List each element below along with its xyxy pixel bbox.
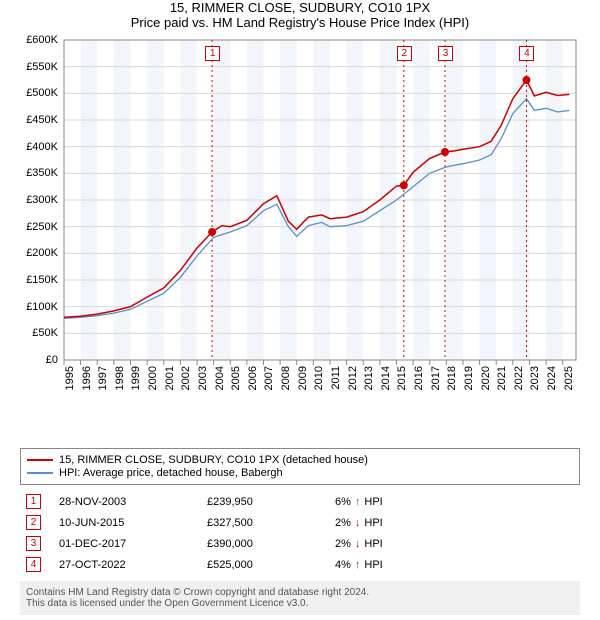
transaction-row: 3 01-DEC-2017 £390,000 2%↓HPI xyxy=(20,533,580,554)
x-axis-label: 2019 xyxy=(463,366,475,406)
legend-swatch xyxy=(27,459,53,461)
transaction-marker: 4 xyxy=(519,46,534,61)
x-axis-label: 2024 xyxy=(546,366,558,406)
y-axis-label: £300K xyxy=(10,194,58,206)
x-axis-label: 2017 xyxy=(430,366,442,406)
x-axis-label: 2009 xyxy=(297,366,309,406)
transaction-date: 10-JUN-2015 xyxy=(59,517,189,529)
arrow-up-icon: ↑ xyxy=(355,496,361,508)
transaction-diff: 4%↑HPI xyxy=(335,559,465,571)
transaction-date: 27-OCT-2022 xyxy=(59,559,189,571)
y-axis-label: £150K xyxy=(10,274,58,286)
chart-svg xyxy=(20,36,580,406)
y-axis-label: £550K xyxy=(10,61,58,73)
legend-swatch xyxy=(27,472,53,474)
chart-area: £0£50K£100K£150K£200K£250K£300K£350K£400… xyxy=(20,36,580,406)
transaction-price: £390,000 xyxy=(207,538,317,550)
transaction-diff: 2%↓HPI xyxy=(335,538,465,550)
arrow-down-icon: ↓ xyxy=(355,538,361,550)
x-axis-label: 2005 xyxy=(230,366,242,406)
x-axis-label: 2012 xyxy=(347,366,359,406)
x-axis-label: 2000 xyxy=(147,366,159,406)
y-axis-label: £200K xyxy=(10,247,58,259)
x-axis-label: 2016 xyxy=(413,366,425,406)
transaction-diff: 6%↑HPI xyxy=(335,496,465,508)
transaction-row: 2 10-JUN-2015 £327,500 2%↓HPI xyxy=(20,512,580,533)
x-axis-label: 1998 xyxy=(114,366,126,406)
x-axis-label: 2023 xyxy=(529,366,541,406)
legend-label: HPI: Average price, detached house, Babe… xyxy=(59,467,283,479)
x-axis-label: 2020 xyxy=(480,366,492,406)
x-axis-label: 1995 xyxy=(64,366,76,406)
footer-line: This data is licensed under the Open Gov… xyxy=(26,598,574,609)
legend: 15, RIMMER CLOSE, SUDBURY, CO10 1PX (det… xyxy=(20,448,580,485)
x-axis-label: 2002 xyxy=(180,366,192,406)
x-axis-label: 2022 xyxy=(513,366,525,406)
legend-item: 15, RIMMER CLOSE, SUDBURY, CO10 1PX (det… xyxy=(27,454,573,466)
y-axis-label: £600K xyxy=(10,34,58,46)
transaction-row: 1 28-NOV-2003 £239,950 6%↑HPI xyxy=(20,491,580,512)
x-axis-label: 2003 xyxy=(197,366,209,406)
x-axis-label: 2025 xyxy=(563,366,575,406)
y-axis-label: £0 xyxy=(10,354,58,366)
y-axis-label: £400K xyxy=(10,141,58,153)
legend-item: HPI: Average price, detached house, Babe… xyxy=(27,467,573,479)
x-axis-label: 2006 xyxy=(247,366,259,406)
transactions-table: 1 28-NOV-2003 £239,950 6%↑HPI 2 10-JUN-2015 £3… xyxy=(20,491,580,575)
x-axis-label: 1999 xyxy=(130,366,142,406)
y-axis-label: £500K xyxy=(10,87,58,99)
arrow-up-icon: ↑ xyxy=(355,559,361,571)
x-axis-label: 2018 xyxy=(446,366,458,406)
transaction-date: 01-DEC-2017 xyxy=(59,538,189,550)
transaction-diff: 2%↓HPI xyxy=(335,517,465,529)
footer-line: Contains HM Land Registry data © Crown c… xyxy=(26,587,574,598)
transaction-marker-ref: 1 xyxy=(26,494,41,509)
x-axis-label: 2001 xyxy=(164,366,176,406)
x-axis-label: 1997 xyxy=(97,366,109,406)
transaction-marker: 1 xyxy=(205,46,220,61)
x-axis-label: 2008 xyxy=(280,366,292,406)
chart-subtitle: Price paid vs. HM Land Registry's House … xyxy=(0,15,600,30)
transaction-row: 4 27-OCT-2022 £525,000 4%↑HPI xyxy=(20,554,580,575)
x-axis-label: 2011 xyxy=(330,366,342,406)
x-axis-label: 2021 xyxy=(496,366,508,406)
x-axis-label: 2010 xyxy=(313,366,325,406)
x-axis-label: 1996 xyxy=(81,366,93,406)
y-axis-label: £50K xyxy=(10,327,58,339)
arrow-down-icon: ↓ xyxy=(355,517,361,529)
transaction-marker-ref: 2 xyxy=(26,515,41,530)
transaction-price: £525,000 xyxy=(207,559,317,571)
transaction-marker: 2 xyxy=(397,46,412,61)
x-axis-label: 2013 xyxy=(363,366,375,406)
legend-label: 15, RIMMER CLOSE, SUDBURY, CO10 1PX (det… xyxy=(59,454,368,466)
y-axis-label: £450K xyxy=(10,114,58,126)
transaction-marker-ref: 4 xyxy=(26,557,41,572)
transaction-date: 28-NOV-2003 xyxy=(59,496,189,508)
transaction-price: £327,500 xyxy=(207,517,317,529)
x-axis-label: 2015 xyxy=(396,366,408,406)
chart-title: 15, RIMMER CLOSE, SUDBURY, CO10 1PX xyxy=(0,0,600,15)
x-axis-label: 2004 xyxy=(214,366,226,406)
y-axis-label: £100K xyxy=(10,301,58,313)
transaction-marker: 3 xyxy=(438,46,453,61)
x-axis-label: 2007 xyxy=(263,366,275,406)
transaction-marker-ref: 3 xyxy=(26,536,41,551)
x-axis-label: 2014 xyxy=(380,366,392,406)
transaction-price: £239,950 xyxy=(207,496,317,508)
footer: Contains HM Land Registry data © Crown c… xyxy=(20,581,580,615)
y-axis-label: £250K xyxy=(10,221,58,233)
y-axis-label: £350K xyxy=(10,167,58,179)
